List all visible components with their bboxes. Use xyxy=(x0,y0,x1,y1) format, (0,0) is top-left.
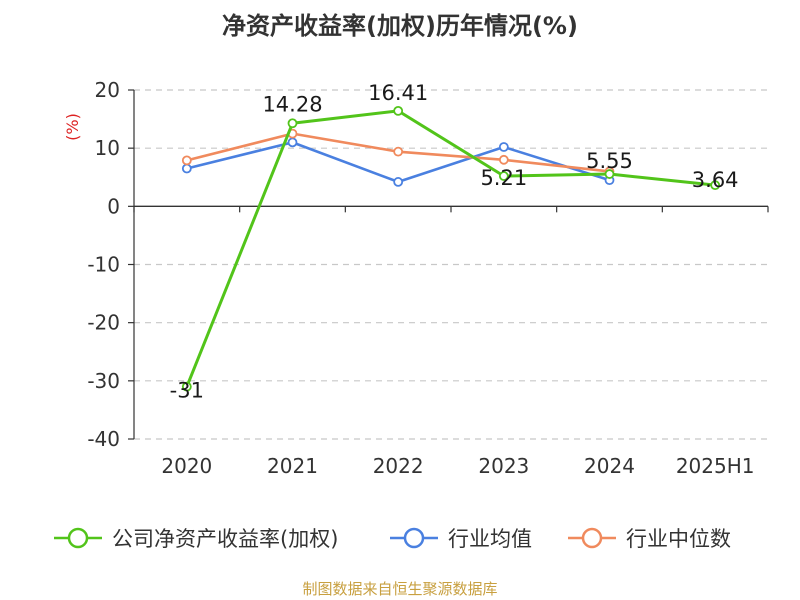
y-tick-label: -20 xyxy=(87,311,120,335)
y-tick-label: 20 xyxy=(95,78,120,102)
x-tick-label: 2021 xyxy=(267,454,318,478)
y-tick-label: -40 xyxy=(87,427,120,451)
legend-item-industry-mean[interactable]: 行业均值 xyxy=(388,522,532,554)
chart-title: 净资产收益率(加权)历年情况(%) xyxy=(222,12,578,40)
data-label: 5.55 xyxy=(586,149,633,173)
data-point-0 xyxy=(287,118,298,129)
legend-marker-industry-mean xyxy=(390,527,438,549)
legend-marker-industry-median xyxy=(568,527,616,549)
legend-item-company-roe[interactable]: 公司净资产收益率(加权) xyxy=(52,522,338,554)
data-point-1 xyxy=(181,163,192,174)
data-point-1 xyxy=(498,142,509,152)
data-point-1 xyxy=(393,177,404,187)
data-label: 5.21 xyxy=(480,166,527,190)
x-tick-label: 2022 xyxy=(373,454,424,478)
legend-marker-company-roe xyxy=(54,527,102,549)
x-tick-label: 2020 xyxy=(161,454,212,478)
x-tick-label: 2024 xyxy=(584,454,635,478)
series-line-0 xyxy=(185,109,716,388)
data-point-0 xyxy=(604,169,615,179)
legend: 公司净资产收益率(加权) 行业均值 行业中位数 xyxy=(0,522,800,554)
data-label: -31 xyxy=(170,379,204,403)
data-point-0 xyxy=(710,180,721,191)
x-tick-label: 2025H1 xyxy=(676,454,755,478)
data-label: 14.28 xyxy=(262,92,322,116)
legend-label-industry-mean: 行业均值 xyxy=(448,527,532,551)
legend-label-industry-median: 行业中位数 xyxy=(626,527,731,551)
data-point-2 xyxy=(498,154,509,165)
y-axis-label: (%) xyxy=(63,113,82,141)
data-label: 3.64 xyxy=(692,168,739,192)
data-point-2 xyxy=(181,155,192,166)
data-point-1 xyxy=(287,137,298,148)
y-tick-label: 10 xyxy=(95,136,120,160)
y-tick-label: -10 xyxy=(87,253,120,277)
data-point-0 xyxy=(498,171,509,181)
x-tick-label: 2023 xyxy=(478,454,529,478)
data-point-0 xyxy=(393,105,404,116)
source-note: 制图数据来自恒生聚源数据库 xyxy=(302,580,498,598)
y-tick-label: 0 xyxy=(107,194,120,218)
y-tick-label: -30 xyxy=(87,369,120,393)
legend-item-industry-median[interactable]: 行业中位数 xyxy=(566,522,731,554)
data-label: 16.41 xyxy=(368,81,428,105)
data-point-2 xyxy=(393,146,404,157)
data-point-0 xyxy=(181,381,192,392)
legend-label-company-roe: 公司净资产收益率(加权) xyxy=(112,527,339,551)
